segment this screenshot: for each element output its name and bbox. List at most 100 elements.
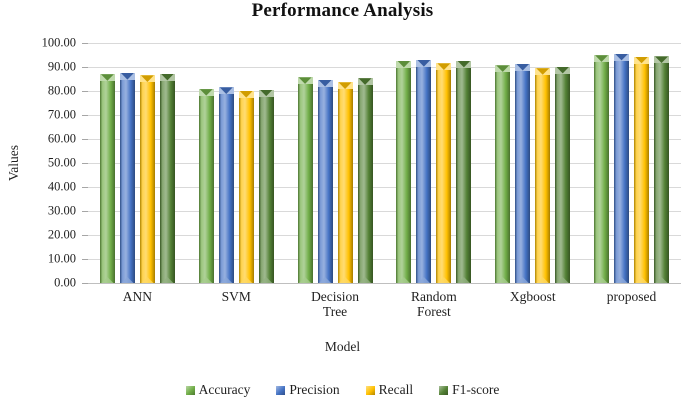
bar-group-xgboost <box>483 43 582 283</box>
y-tick-0 <box>82 283 88 284</box>
legend-item-f1-score: F1-score <box>439 382 499 398</box>
y-tick-80 <box>82 91 88 92</box>
x-category-label: Xgboost <box>509 289 556 304</box>
bar-top-bevel-triangle <box>120 73 134 80</box>
bar-top-bevel-triangle <box>358 78 372 85</box>
x-category-label: Decision Tree <box>311 289 360 320</box>
y-tick-label: 20.00 <box>47 227 76 242</box>
bar-recall-svm <box>238 91 254 283</box>
gridline-70 <box>88 115 681 116</box>
bar-top-bevel <box>238 91 254 98</box>
gridline-30 <box>88 211 681 212</box>
bar-top-bevel <box>594 55 610 63</box>
bar-f1-score-xgboost <box>555 66 571 283</box>
y-tick-50 <box>82 163 88 164</box>
x-category-label: ANN <box>122 289 153 304</box>
bar-recall-proposed <box>634 56 650 283</box>
bar-bottom-highlight <box>417 277 430 283</box>
bar-top-bevel-triangle <box>457 60 471 68</box>
bar-recall-xgboost <box>535 68 551 283</box>
bar-precision-ann <box>119 73 135 283</box>
x-category-label: Random Forest <box>411 289 457 320</box>
bar-top-bevel <box>337 82 353 90</box>
bar-top-bevel-triangle <box>318 79 332 87</box>
bar-top-bevel <box>99 74 115 82</box>
bar-top-bevel-triangle <box>635 56 648 64</box>
bar-top-bevel <box>456 60 472 68</box>
legend-swatch-icon <box>439 385 449 395</box>
x-label-cell: Xgboost <box>483 289 582 319</box>
bar-top-bevel-triangle <box>437 63 451 70</box>
bar-accuracy-ann <box>99 74 115 283</box>
y-tick-label: 0.00 <box>54 275 76 290</box>
bar-group-decision-tree <box>286 43 385 283</box>
legend-label: F1-score <box>452 382 500 397</box>
bar-top-bevel-triangle <box>595 55 608 62</box>
gridline-80 <box>88 91 681 92</box>
bar-top-bevel <box>139 75 155 83</box>
y-tick-label: 70.00 <box>47 107 76 122</box>
bar-accuracy-proposed <box>594 55 610 283</box>
legend-item-recall: Recall <box>365 382 413 398</box>
bar-top-bevel <box>258 89 274 97</box>
bar-top-bevel-triangle <box>496 65 510 72</box>
bar-bottom-highlight <box>615 277 628 283</box>
bar-bottom-highlight <box>101 277 114 283</box>
bar-top-bevel-triangle <box>219 87 233 94</box>
y-tick-20 <box>82 235 88 236</box>
bar-top-bevel-triangle <box>536 68 550 75</box>
x-axis-category-labels: ANN SVM Decision Tree Random Forest Xgboost p… <box>88 289 681 319</box>
bar-bottom-highlight <box>220 277 233 283</box>
chart-title: Performance Analysis <box>251 0 434 21</box>
bar-bottom-highlight <box>655 277 668 283</box>
y-tick-label: 40.00 <box>47 179 76 194</box>
bar-top-bevel <box>654 56 670 64</box>
bar-top-bevel-triangle <box>397 60 411 68</box>
y-tick-100 <box>82 43 88 44</box>
bar-top-bevel <box>357 78 373 86</box>
bar-top-bevel <box>634 56 650 64</box>
bar-bottom-highlight <box>299 277 312 283</box>
bar-f1-score-ann <box>159 73 175 283</box>
bar-accuracy-xgboost <box>495 65 511 283</box>
x-label-cell: ANN <box>88 289 187 319</box>
gridline-40 <box>88 187 681 188</box>
bar-precision-random-forest <box>416 60 432 283</box>
bar-bottom-highlight <box>437 277 450 283</box>
bar-f1-score-random-forest <box>456 60 472 283</box>
bar-bottom-highlight <box>496 277 509 283</box>
legend-item-precision: Precision <box>276 382 340 398</box>
bar-top-bevel-triangle <box>140 75 154 82</box>
x-axis-title: Model <box>324 339 361 354</box>
legend-swatch-icon <box>185 385 195 395</box>
bar-top-bevel-triangle <box>338 82 352 89</box>
y-tick-label: 100.00 <box>41 35 76 50</box>
bar-accuracy-random-forest <box>396 60 412 283</box>
bar-bottom-highlight <box>121 277 134 283</box>
bar-top-bevel-triangle <box>239 91 253 98</box>
bar-f1-score-svm <box>258 89 274 283</box>
bar-bottom-highlight <box>260 277 273 283</box>
bar-top-bevel <box>535 68 551 76</box>
bar-top-bevel-triangle <box>298 77 312 84</box>
bar-top-bevel-triangle <box>516 63 530 71</box>
legend-label: Precision <box>289 382 340 397</box>
bar-bottom-highlight <box>635 277 648 283</box>
bar-precision-xgboost <box>515 63 531 283</box>
gridline-0 <box>88 283 681 284</box>
x-label-cell: Random Forest <box>384 289 483 319</box>
y-tick-label: 80.00 <box>47 83 76 98</box>
bar-group-svm <box>187 43 286 283</box>
bar-groups <box>88 43 681 283</box>
bar-top-bevel <box>555 66 571 74</box>
bar-top-bevel <box>614 53 630 61</box>
bar-top-bevel <box>218 87 234 95</box>
y-tick-90 <box>82 67 88 68</box>
bar-top-bevel <box>436 63 452 71</box>
y-tick-60 <box>82 139 88 140</box>
x-category-label: proposed <box>606 289 657 304</box>
bar-f1-score-proposed <box>654 56 670 283</box>
y-tick-label: 50.00 <box>47 155 76 170</box>
legend-label: Accuracy <box>198 382 251 397</box>
bar-f1-score-decision-tree <box>357 78 373 283</box>
